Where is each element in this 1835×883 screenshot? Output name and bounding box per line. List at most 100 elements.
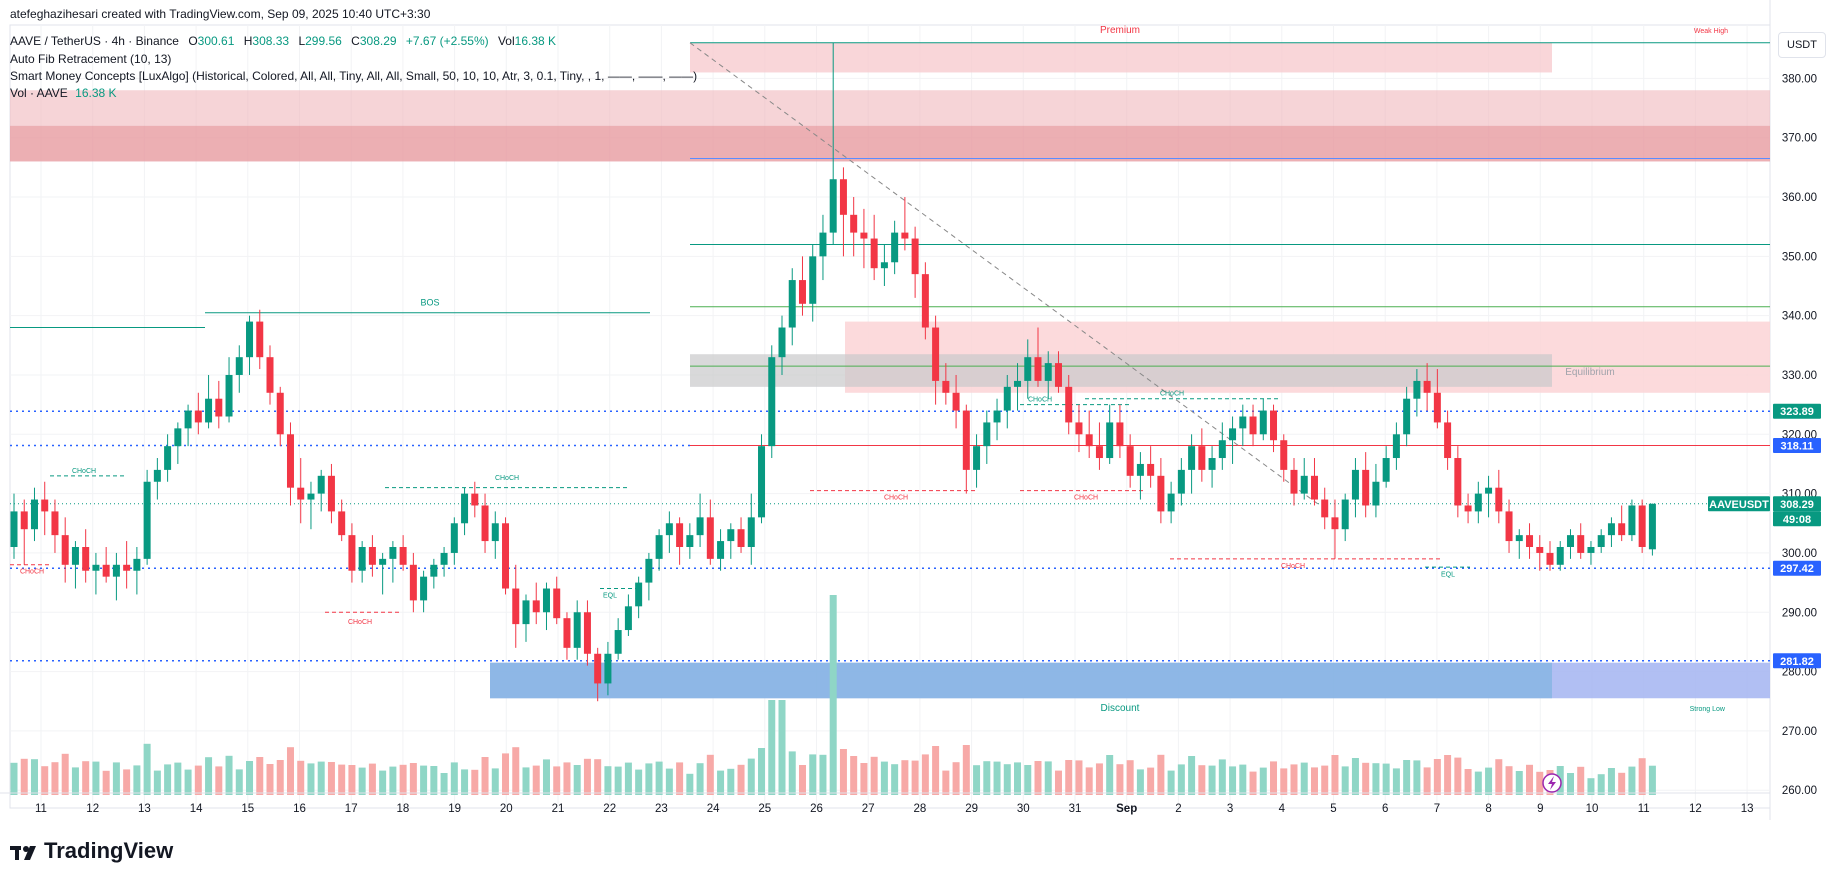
candle-body <box>348 535 356 571</box>
candle-body <box>235 357 243 375</box>
volume-bar <box>512 747 520 795</box>
candle-body <box>921 274 929 328</box>
candle-body <box>112 564 120 577</box>
candle-body <box>1198 446 1206 470</box>
chart-annotations: Premium Weak High Equilibrium Discount Stron… <box>20 25 1728 714</box>
candle-body <box>1505 511 1513 542</box>
candle-body <box>614 630 622 654</box>
indicator-smc[interactable]: Smart Money Concepts [LuxAlgo] (Historic… <box>10 69 698 83</box>
candle-body <box>1536 547 1544 553</box>
candle-body <box>1454 458 1462 506</box>
candle-body <box>993 410 1001 423</box>
time-tick-label: 13 <box>138 803 151 815</box>
currency-button[interactable]: USDT <box>1778 32 1826 58</box>
price-tag-297-text: 297.42 <box>1780 563 1814 575</box>
time-tick-label: 24 <box>707 803 720 815</box>
candle-body <box>1556 547 1564 565</box>
volume-bar <box>1495 759 1503 795</box>
price-tick-label: 290.00 <box>1782 607 1817 619</box>
candle-body <box>983 422 991 447</box>
volume-bar <box>706 754 714 795</box>
indicator-volume-value: 16.38 K <box>75 86 117 100</box>
time-tick-label: 9 <box>1537 803 1543 815</box>
candle-body <box>809 256 817 304</box>
volume-bar <box>1464 769 1472 795</box>
price-tag-281-text: 281.82 <box>1780 656 1814 668</box>
candle-body <box>932 327 940 381</box>
volume-bar <box>1136 769 1144 795</box>
alert-lightning-icon[interactable] <box>1542 773 1562 793</box>
volume-bar <box>635 769 643 795</box>
price-tick-label: 350.00 <box>1782 251 1817 263</box>
candle-body <box>563 618 571 648</box>
candle-body <box>1095 446 1103 459</box>
volume-bar <box>205 757 213 795</box>
symbol-name[interactable]: AAVE / TetherUS · 4h · Binance <box>10 34 179 48</box>
candle-body <box>1423 380 1431 393</box>
annotation-label: CHoCH <box>1160 391 1184 398</box>
volume-bar <box>665 768 673 795</box>
candle-body <box>583 612 591 654</box>
candle-body <box>1485 487 1493 494</box>
price-tag-318: 318.11 <box>1773 438 1821 454</box>
candle-body <box>1034 357 1042 381</box>
candle-body <box>1157 475 1165 512</box>
candle-body <box>870 238 878 269</box>
candle-body <box>1403 398 1411 435</box>
candle-body <box>512 588 520 625</box>
volume-bar <box>594 759 602 795</box>
volume-bar <box>1259 767 1267 795</box>
volume-bar <box>798 765 806 795</box>
candle-body <box>276 392 284 435</box>
candle-body <box>1444 422 1452 459</box>
price-tick-label: 340.00 <box>1782 311 1817 323</box>
volume-bar <box>153 770 161 795</box>
volume-bar <box>1249 771 1257 795</box>
symbol-legend[interactable]: AAVE / TetherUS · 4h · Binance O300.61 H… <box>10 34 556 48</box>
tradingview-logo-icon <box>10 842 40 860</box>
volume-bar <box>727 768 735 795</box>
candle-body <box>829 179 837 233</box>
candle-body <box>788 280 796 328</box>
countdown-tag: 49:08 <box>1773 511 1821 527</box>
volume-bar <box>942 770 950 795</box>
tradingview-logo[interactable]: TradingView <box>10 838 173 864</box>
volume-bar <box>379 770 387 795</box>
candle-body <box>911 238 919 275</box>
annotation-label: Discount <box>1101 703 1140 714</box>
volume-bar <box>1014 762 1022 795</box>
volume-bar <box>1106 755 1114 795</box>
volume-bar <box>1280 768 1288 795</box>
candle-body <box>1310 475 1318 500</box>
volume-bars <box>10 595 1656 795</box>
candle-body <box>194 410 202 423</box>
volume-bar <box>1526 764 1534 795</box>
candle-body <box>1167 493 1175 512</box>
volume-bar <box>542 759 550 795</box>
candle-body <box>778 327 786 358</box>
candle-body <box>51 511 59 536</box>
candle-body <box>727 529 735 542</box>
annotation-label: CHoCH <box>1028 397 1052 404</box>
volume-bar <box>696 763 704 795</box>
indicator-fib[interactable]: Auto Fib Retracement (10, 13) <box>10 52 172 66</box>
price-tag-318-text: 318.11 <box>1780 441 1813 453</box>
volume-bar <box>1454 757 1462 795</box>
volume-bar <box>71 767 79 795</box>
candle-body <box>1177 469 1185 494</box>
time-tick-label: 21 <box>552 803 565 815</box>
candle-body <box>747 517 755 547</box>
volume-bar <box>1126 760 1134 795</box>
volume-bar <box>1341 766 1349 795</box>
volume-bar <box>92 761 100 795</box>
candle-body <box>706 517 714 559</box>
level-lines <box>10 42 1770 662</box>
volume-bar <box>1188 756 1196 795</box>
volume-bar <box>1628 766 1636 795</box>
candle-body <box>1147 463 1155 476</box>
indicator-volume[interactable]: Vol · AAVE 16.38 K <box>10 86 117 100</box>
volume-bar <box>461 769 469 795</box>
candle-body <box>1116 422 1124 447</box>
volume-bar <box>51 762 59 795</box>
